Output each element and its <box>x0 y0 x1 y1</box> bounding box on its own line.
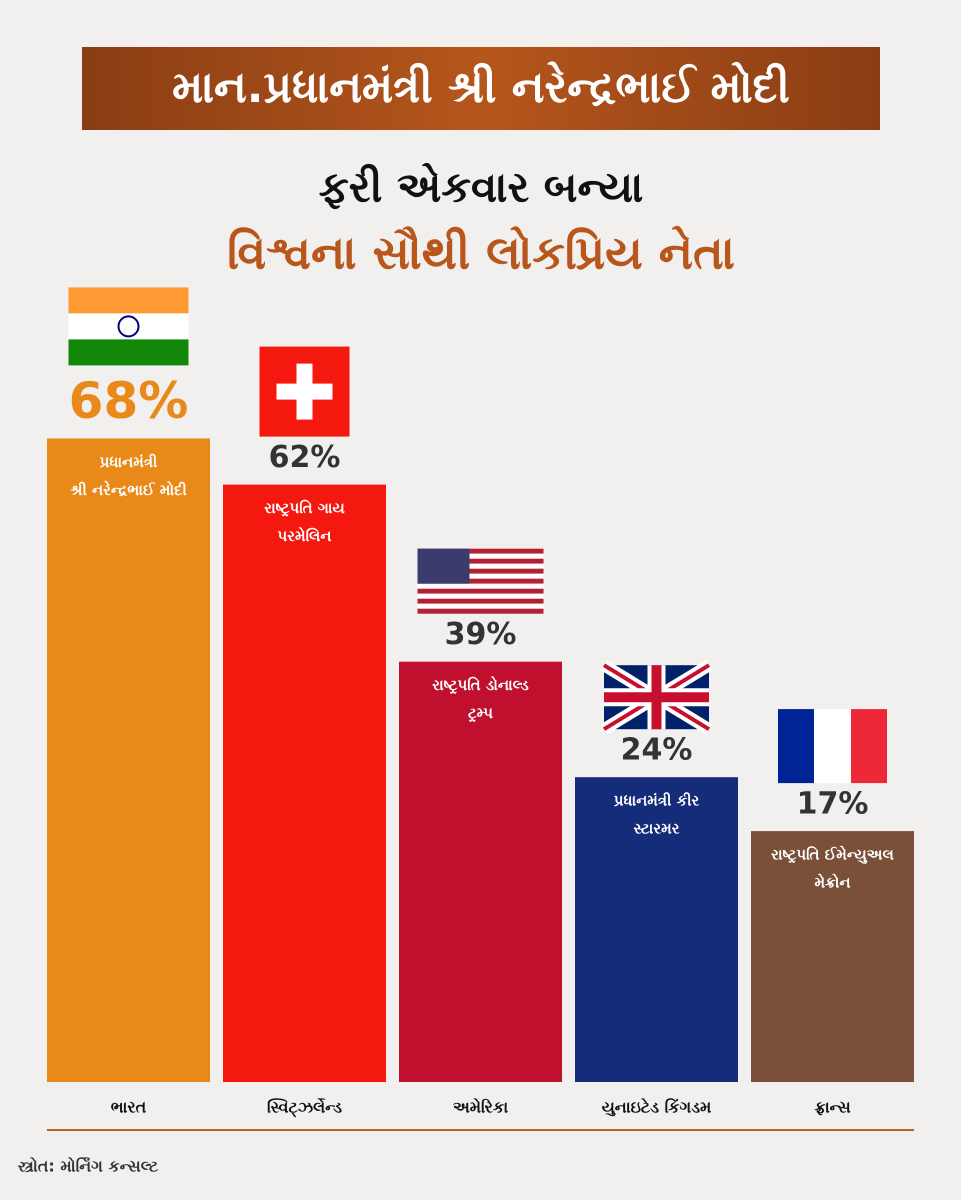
bar <box>47 438 210 1082</box>
flag <box>417 608 544 614</box>
value-label: 24% <box>621 733 693 768</box>
flag <box>68 313 189 340</box>
leader-label: પરમેલિન <box>278 526 332 545</box>
flag <box>778 709 814 784</box>
leader-label: પ્રધાનમંત્રી <box>100 453 158 471</box>
leader-label: રાષ્ટ્રપતિ ઈમેન્યુઅલ <box>771 844 894 863</box>
value-label: 68% <box>69 372 189 430</box>
leader-label: પ્રધાનમંત્રી કીર <box>614 792 700 810</box>
x-tick-label: સ્વિટ્ઝર્લેન્ડ <box>267 1096 342 1118</box>
x-tick-label: અમેરિકા <box>453 1096 508 1116</box>
flag <box>417 573 544 579</box>
x-tick-label: યુનાઇટેડ કિંગડમ <box>602 1096 712 1117</box>
flag <box>417 568 544 574</box>
flag <box>417 558 544 564</box>
flag <box>417 588 544 594</box>
bar <box>575 777 738 1082</box>
leader-label: ટ્રમ્પ <box>468 704 493 722</box>
leader-label: સ્ટારમર <box>634 820 680 838</box>
flag <box>417 553 544 559</box>
headline: વિશ્વના સૌથી લોકપ્રિય નેતા <box>227 226 735 280</box>
leader-label: રાષ્ટ્રપતિ ડોનાલ્ડ <box>432 675 528 694</box>
flag <box>68 287 189 314</box>
flag <box>68 339 189 366</box>
bar <box>399 661 562 1082</box>
leader-label: મેક્રોન <box>814 872 850 891</box>
bar <box>751 831 914 1082</box>
flag <box>417 603 544 609</box>
flag <box>814 709 851 784</box>
x-tick-label: ભારત <box>111 1098 147 1117</box>
flag <box>417 598 544 604</box>
subtitle: ફરી એકવાર બન્યા <box>319 163 644 212</box>
flag <box>417 563 544 569</box>
leader-label: શ્રી નરેન્દ્રભાઈ મોદી <box>70 480 187 499</box>
flag <box>276 383 333 400</box>
flag <box>417 548 470 584</box>
value-label: 17% <box>797 787 869 822</box>
flag <box>417 548 544 554</box>
flag <box>417 583 544 589</box>
leader-label: રાષ્ટ્રપતિ ગાય <box>264 499 344 517</box>
flag <box>117 315 140 338</box>
title-banner <box>82 47 880 130</box>
flag <box>417 593 544 599</box>
value-label: 39% <box>445 617 517 652</box>
source: સ્ત્રોત: મોર્નિંગ કન્સલ્ટ <box>18 1156 159 1176</box>
flag <box>417 578 544 584</box>
flag <box>604 665 709 730</box>
value-label: 62% <box>269 440 341 475</box>
chart-title: માન.પ્રધાનમંત્રી શ્રી નરેન્દ્રભાઈ મોદી <box>172 61 790 113</box>
flag <box>851 709 887 784</box>
bar <box>223 484 386 1083</box>
x-tick-label: ફ્રાન્સ <box>814 1098 850 1117</box>
